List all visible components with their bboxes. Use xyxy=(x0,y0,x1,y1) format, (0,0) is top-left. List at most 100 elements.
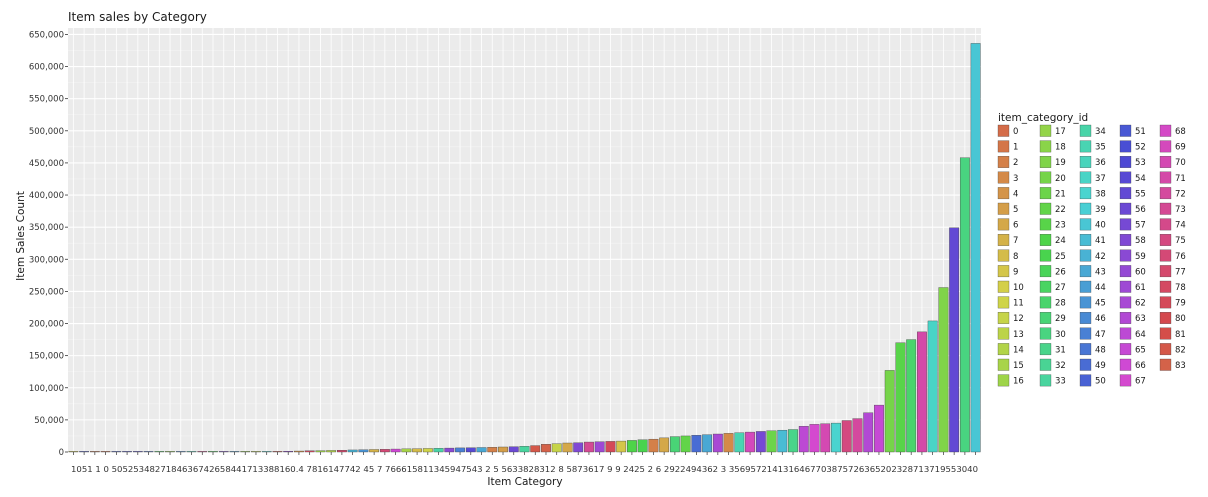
legend-swatch xyxy=(1119,265,1132,278)
bar xyxy=(594,441,605,453)
grid-layer xyxy=(68,28,981,453)
y-tick-label: 600,000 xyxy=(29,63,64,73)
bar xyxy=(465,447,476,453)
legend-label: 68 xyxy=(1175,127,1186,137)
y-axis-label: Item Sales Count xyxy=(15,191,27,281)
legend-swatch xyxy=(997,343,1010,356)
bar xyxy=(412,448,422,453)
legend-swatch xyxy=(1119,124,1132,137)
legend-swatch xyxy=(1119,249,1132,262)
legend-label: 61 xyxy=(1135,283,1146,293)
bar xyxy=(863,412,874,453)
legend-swatch xyxy=(997,296,1010,309)
legend-label: 70 xyxy=(1175,158,1186,168)
legend-swatch xyxy=(1039,280,1052,293)
legend-swatch xyxy=(1119,187,1132,200)
legend-swatch xyxy=(1039,124,1052,137)
legend-swatch xyxy=(1039,234,1052,246)
bar xyxy=(261,451,272,453)
bar xyxy=(734,432,745,453)
bar xyxy=(970,43,981,453)
legend-label: 30 xyxy=(1055,330,1066,340)
chart-title: Item sales by Category xyxy=(68,10,207,24)
bar xyxy=(251,451,261,453)
legend-label: 63 xyxy=(1135,314,1146,324)
bar xyxy=(336,450,347,453)
bar xyxy=(508,446,519,453)
bar xyxy=(777,429,788,453)
legend-swatch xyxy=(1159,296,1172,309)
legend-label: 32 xyxy=(1055,361,1066,371)
legend-label: 75 xyxy=(1175,236,1186,246)
legend-label: 27 xyxy=(1055,283,1066,293)
legend-label: 56 xyxy=(1135,205,1146,215)
bar xyxy=(369,449,380,453)
bar xyxy=(798,426,809,453)
bar xyxy=(122,451,132,453)
legend-swatch xyxy=(1079,156,1092,168)
legend-swatch xyxy=(1039,156,1052,168)
legend-label: 3 xyxy=(1013,174,1018,184)
legend-swatch xyxy=(1039,218,1052,231)
legend-label: 35 xyxy=(1095,143,1106,153)
legend-swatch xyxy=(1039,171,1052,184)
bar xyxy=(154,451,165,453)
legend-label: 21 xyxy=(1055,189,1066,199)
legend-swatch xyxy=(1159,280,1172,293)
bar xyxy=(959,157,970,453)
bar xyxy=(691,435,702,453)
bar xyxy=(745,431,755,453)
bar xyxy=(648,438,659,453)
legend-swatch xyxy=(1079,265,1092,278)
legend-label: 71 xyxy=(1175,174,1186,184)
legend-label: 79 xyxy=(1175,299,1186,309)
bar xyxy=(315,450,326,453)
legend-swatch xyxy=(1159,124,1172,137)
legend-label: 6 xyxy=(1013,221,1018,231)
legend-swatch xyxy=(1119,343,1132,356)
bar xyxy=(874,404,884,453)
bar xyxy=(766,430,777,453)
legend-label: 17 xyxy=(1055,127,1066,137)
legend-swatch xyxy=(1079,296,1092,309)
bar xyxy=(197,451,208,453)
bar xyxy=(165,451,175,453)
bar xyxy=(240,451,251,453)
bar xyxy=(519,446,530,453)
bar xyxy=(79,451,90,453)
legend-swatch xyxy=(1119,140,1132,153)
legend-label: 42 xyxy=(1095,252,1106,262)
bar xyxy=(229,451,240,453)
legend-swatch xyxy=(1039,296,1052,309)
legend-label: 10 xyxy=(1013,283,1024,293)
legend-label: 13 xyxy=(1013,330,1024,340)
legend-label: 69 xyxy=(1175,143,1186,153)
y-tick-label: 350,000 xyxy=(29,223,64,233)
legend-swatch xyxy=(1119,280,1132,293)
legend-swatch xyxy=(997,218,1010,231)
bar xyxy=(702,434,713,453)
legend-swatch xyxy=(1079,358,1092,371)
legend-label: 38 xyxy=(1095,189,1106,199)
bar xyxy=(895,342,906,453)
bar xyxy=(143,451,154,453)
legend-label: 37 xyxy=(1095,174,1106,184)
bar xyxy=(208,451,218,453)
legend-label: 60 xyxy=(1135,267,1146,277)
legend-swatch xyxy=(997,327,1010,340)
legend-label: 2 xyxy=(1013,158,1018,168)
legend-swatch xyxy=(1039,249,1052,262)
legend-label: 31 xyxy=(1055,345,1066,355)
legend-label: 29 xyxy=(1055,314,1066,324)
bar xyxy=(669,436,680,453)
legend-swatch xyxy=(1079,312,1092,324)
legend-swatch xyxy=(997,265,1010,278)
legend-swatch xyxy=(997,156,1010,168)
legend-label: 25 xyxy=(1055,252,1066,262)
legend-swatch xyxy=(1159,156,1172,168)
y-tick-label: 100,000 xyxy=(29,384,64,394)
bar xyxy=(111,451,122,453)
bar xyxy=(712,433,723,453)
legend-label: 65 xyxy=(1135,345,1146,355)
